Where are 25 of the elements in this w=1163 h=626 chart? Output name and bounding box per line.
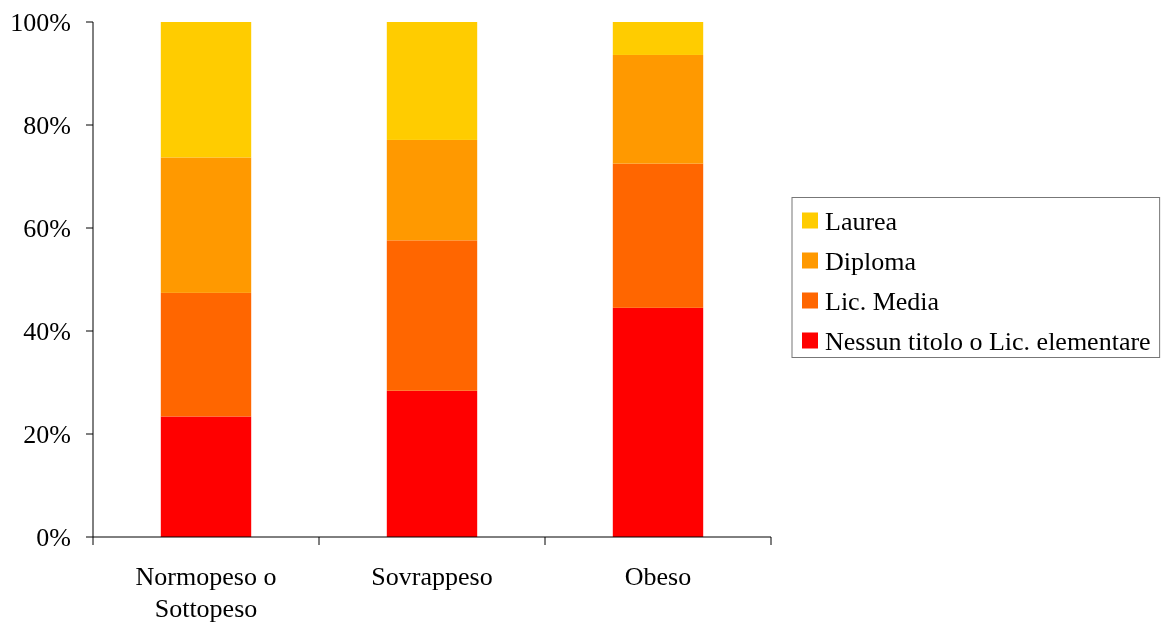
bar <box>386 139 478 241</box>
bar <box>160 292 252 417</box>
y-tick-label: 80% <box>23 110 71 140</box>
bar <box>612 307 704 537</box>
legend-label: Laurea <box>825 207 898 236</box>
x-tick-label: Normopeso o Sottopeso <box>135 562 277 623</box>
legend-label: Diploma <box>825 247 917 276</box>
x-tick-label: Sovrappeso <box>371 562 493 591</box>
y-tick-label: 40% <box>23 316 71 346</box>
bar <box>612 22 704 55</box>
bar <box>386 240 478 391</box>
y-tick-label: 20% <box>23 419 71 449</box>
bar <box>160 157 252 293</box>
y-tick-label: 100% <box>10 7 71 37</box>
bar <box>386 390 478 537</box>
bar <box>160 22 252 158</box>
x-tick-label: Obeso <box>624 562 692 591</box>
legend-label: Lic. Media <box>825 287 940 316</box>
y-tick-label: 60% <box>23 213 71 243</box>
legend-label: Nessun titolo o Lic. elementare <box>825 327 1151 356</box>
bar <box>160 416 252 537</box>
bar <box>612 163 704 308</box>
bar <box>386 22 478 140</box>
bar <box>612 54 704 164</box>
y-tick-label: 0% <box>36 522 71 552</box>
